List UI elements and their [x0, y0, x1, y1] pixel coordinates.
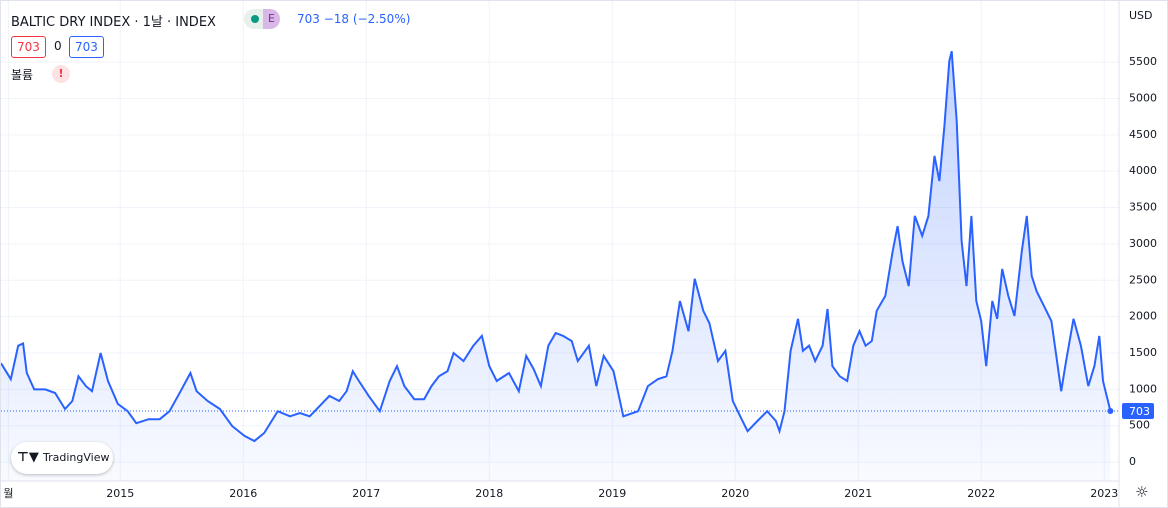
x-tick-label: 2023 — [1090, 487, 1118, 500]
x-tick-label: 2019 — [598, 487, 626, 500]
y-tick-label: 2000 — [1129, 310, 1157, 323]
x-tick-label: 2016 — [229, 487, 257, 500]
area-fill — [1, 51, 1111, 481]
y-tick-label: 2500 — [1129, 273, 1157, 286]
logo-text: TradingView — [43, 451, 110, 464]
y-tick-label: 3000 — [1129, 237, 1157, 250]
spread: 0 — [54, 39, 62, 53]
y-tick-label: 0 — [1129, 455, 1136, 468]
volume-label: 볼륨 — [11, 68, 34, 82]
y-tick-label: 1500 — [1129, 346, 1157, 359]
exchange-badge: E — [263, 9, 280, 29]
x-tick-label: 2022 — [967, 487, 995, 500]
x-tick-label: 2017 — [352, 487, 380, 500]
y-tick-label: 4000 — [1129, 164, 1157, 177]
x-tick-label: 2018 — [475, 487, 503, 500]
ask-badge: 703 — [69, 36, 104, 58]
price-tag — [1122, 402, 1154, 419]
logo[interactable]: ⊤▼ TradingView — [11, 442, 113, 474]
last-point — [1107, 407, 1114, 414]
alert-icon[interactable]: ! — [52, 65, 70, 83]
y-tick-label: 4500 — [1129, 128, 1157, 141]
y-tick-label: 3500 — [1129, 201, 1157, 214]
x-tick-label: 월 — [3, 487, 13, 500]
logo-mark: ⊤▼ — [17, 450, 39, 465]
quote: 703 −18 (−2.50%) — [297, 12, 411, 26]
bid-badge: 703 — [11, 36, 46, 58]
chart-title: BALTIC DRY INDEX · 1날 · INDEX — [11, 15, 216, 30]
status-pill[interactable]: E — [244, 9, 280, 29]
currency[interactable]: USD — [1129, 9, 1153, 22]
x-tick-label: 2015 — [106, 487, 134, 500]
settings-icon[interactable]: ☼ — [1135, 483, 1149, 501]
x-tick-label: 2021 — [844, 487, 872, 500]
price-tag-label: 703 — [1129, 405, 1150, 418]
y-tick-label: 1000 — [1129, 382, 1157, 395]
y-tick-label: 500 — [1129, 419, 1150, 432]
line — [1, 50, 1112, 443]
y-tick-label: 5000 — [1129, 91, 1157, 104]
y-tick-label: 5500 — [1129, 55, 1157, 68]
x-tick-label: 2020 — [721, 487, 749, 500]
